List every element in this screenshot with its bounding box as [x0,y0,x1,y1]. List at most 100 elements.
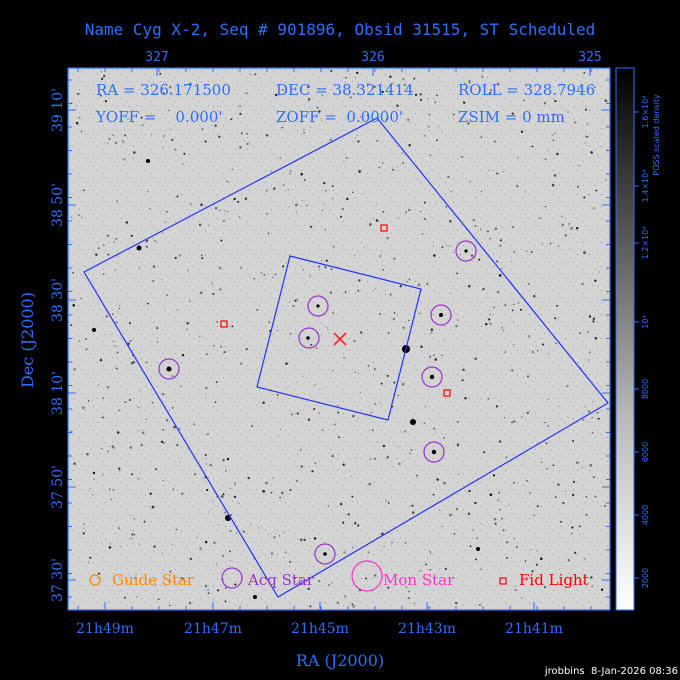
background-star [204,140,207,143]
background-star [138,266,141,269]
dec-tick: 38 30' [50,278,66,322]
background-star [526,411,529,415]
background-star [161,278,163,280]
acq-star [423,441,445,463]
background-star [513,303,515,305]
background-star [483,85,485,87]
background-star [490,89,493,92]
background-star [95,253,98,256]
background-star [469,545,472,548]
background-star [499,570,501,572]
background-star [213,541,216,545]
background-star [163,92,165,94]
background-star [234,583,237,586]
background-star [149,492,152,495]
background-star [285,362,288,365]
background-star [536,505,539,508]
background-star [97,383,100,386]
background-star [374,402,377,405]
background-star [572,439,575,442]
background-star [544,205,547,208]
background-star [329,291,332,294]
background-star [472,219,475,222]
background-star [557,397,559,399]
info-ra: RA = 326.171500 [96,81,231,99]
background-star [115,367,118,370]
acq-star [455,240,477,262]
background-star [218,210,220,211]
background-star [295,479,298,482]
background-star [446,244,448,247]
background-star [442,131,444,133]
background-star [290,170,292,172]
background-star [456,272,458,275]
background-star [163,135,165,137]
background-star [572,480,576,483]
background-star [239,112,242,116]
background-star [444,567,447,571]
background-star [331,455,334,458]
background-star [513,537,516,540]
background-star [230,514,232,516]
background-star [435,203,437,205]
background-star [97,572,100,575]
background-star [330,69,333,72]
background-star [468,284,471,288]
background-star [130,234,133,237]
background-star [189,557,192,561]
background-star [429,551,431,553]
background-star [494,227,497,230]
background-star [169,85,172,89]
background-star [89,487,92,489]
background-star [254,73,257,76]
background-star [555,342,557,344]
background-star [129,339,132,342]
background-star [434,101,437,104]
bright-star [464,249,468,253]
background-star [567,559,570,562]
bright-star [410,419,416,425]
background-star [580,367,582,369]
background-star [356,71,359,75]
background-star [588,315,592,318]
background-star [173,426,176,429]
background-star [204,453,207,457]
background-star [272,477,274,478]
background-star [423,217,427,221]
background-star [512,481,516,484]
background-star [188,601,192,605]
background-star [498,440,502,443]
background-star [564,490,567,493]
background-star [315,347,318,349]
background-star [579,533,580,535]
background-star [133,361,135,363]
background-star [134,518,136,520]
background-star [133,151,136,154]
background-star [452,252,454,253]
background-star [389,75,392,78]
bright-star [316,304,320,308]
background-star [353,522,357,525]
background-star [597,417,600,420]
background-star [282,184,285,187]
background-star [399,445,401,447]
background-star [419,93,422,96]
background-star [207,433,209,435]
background-star [87,400,90,402]
background-star [533,514,535,516]
background-star [300,172,304,176]
background-star [526,375,530,378]
background-star [305,204,308,207]
background-star [342,521,345,524]
background-star [568,223,570,225]
background-star [174,256,177,260]
background-star [449,219,452,223]
background-star [368,482,371,486]
background-star [119,470,120,472]
background-star [493,140,496,143]
background-star [207,592,210,595]
background-star [366,114,369,117]
background-star [116,200,118,202]
background-star [321,209,324,212]
colorbar-tick-label: 10⁴ [641,315,650,328]
